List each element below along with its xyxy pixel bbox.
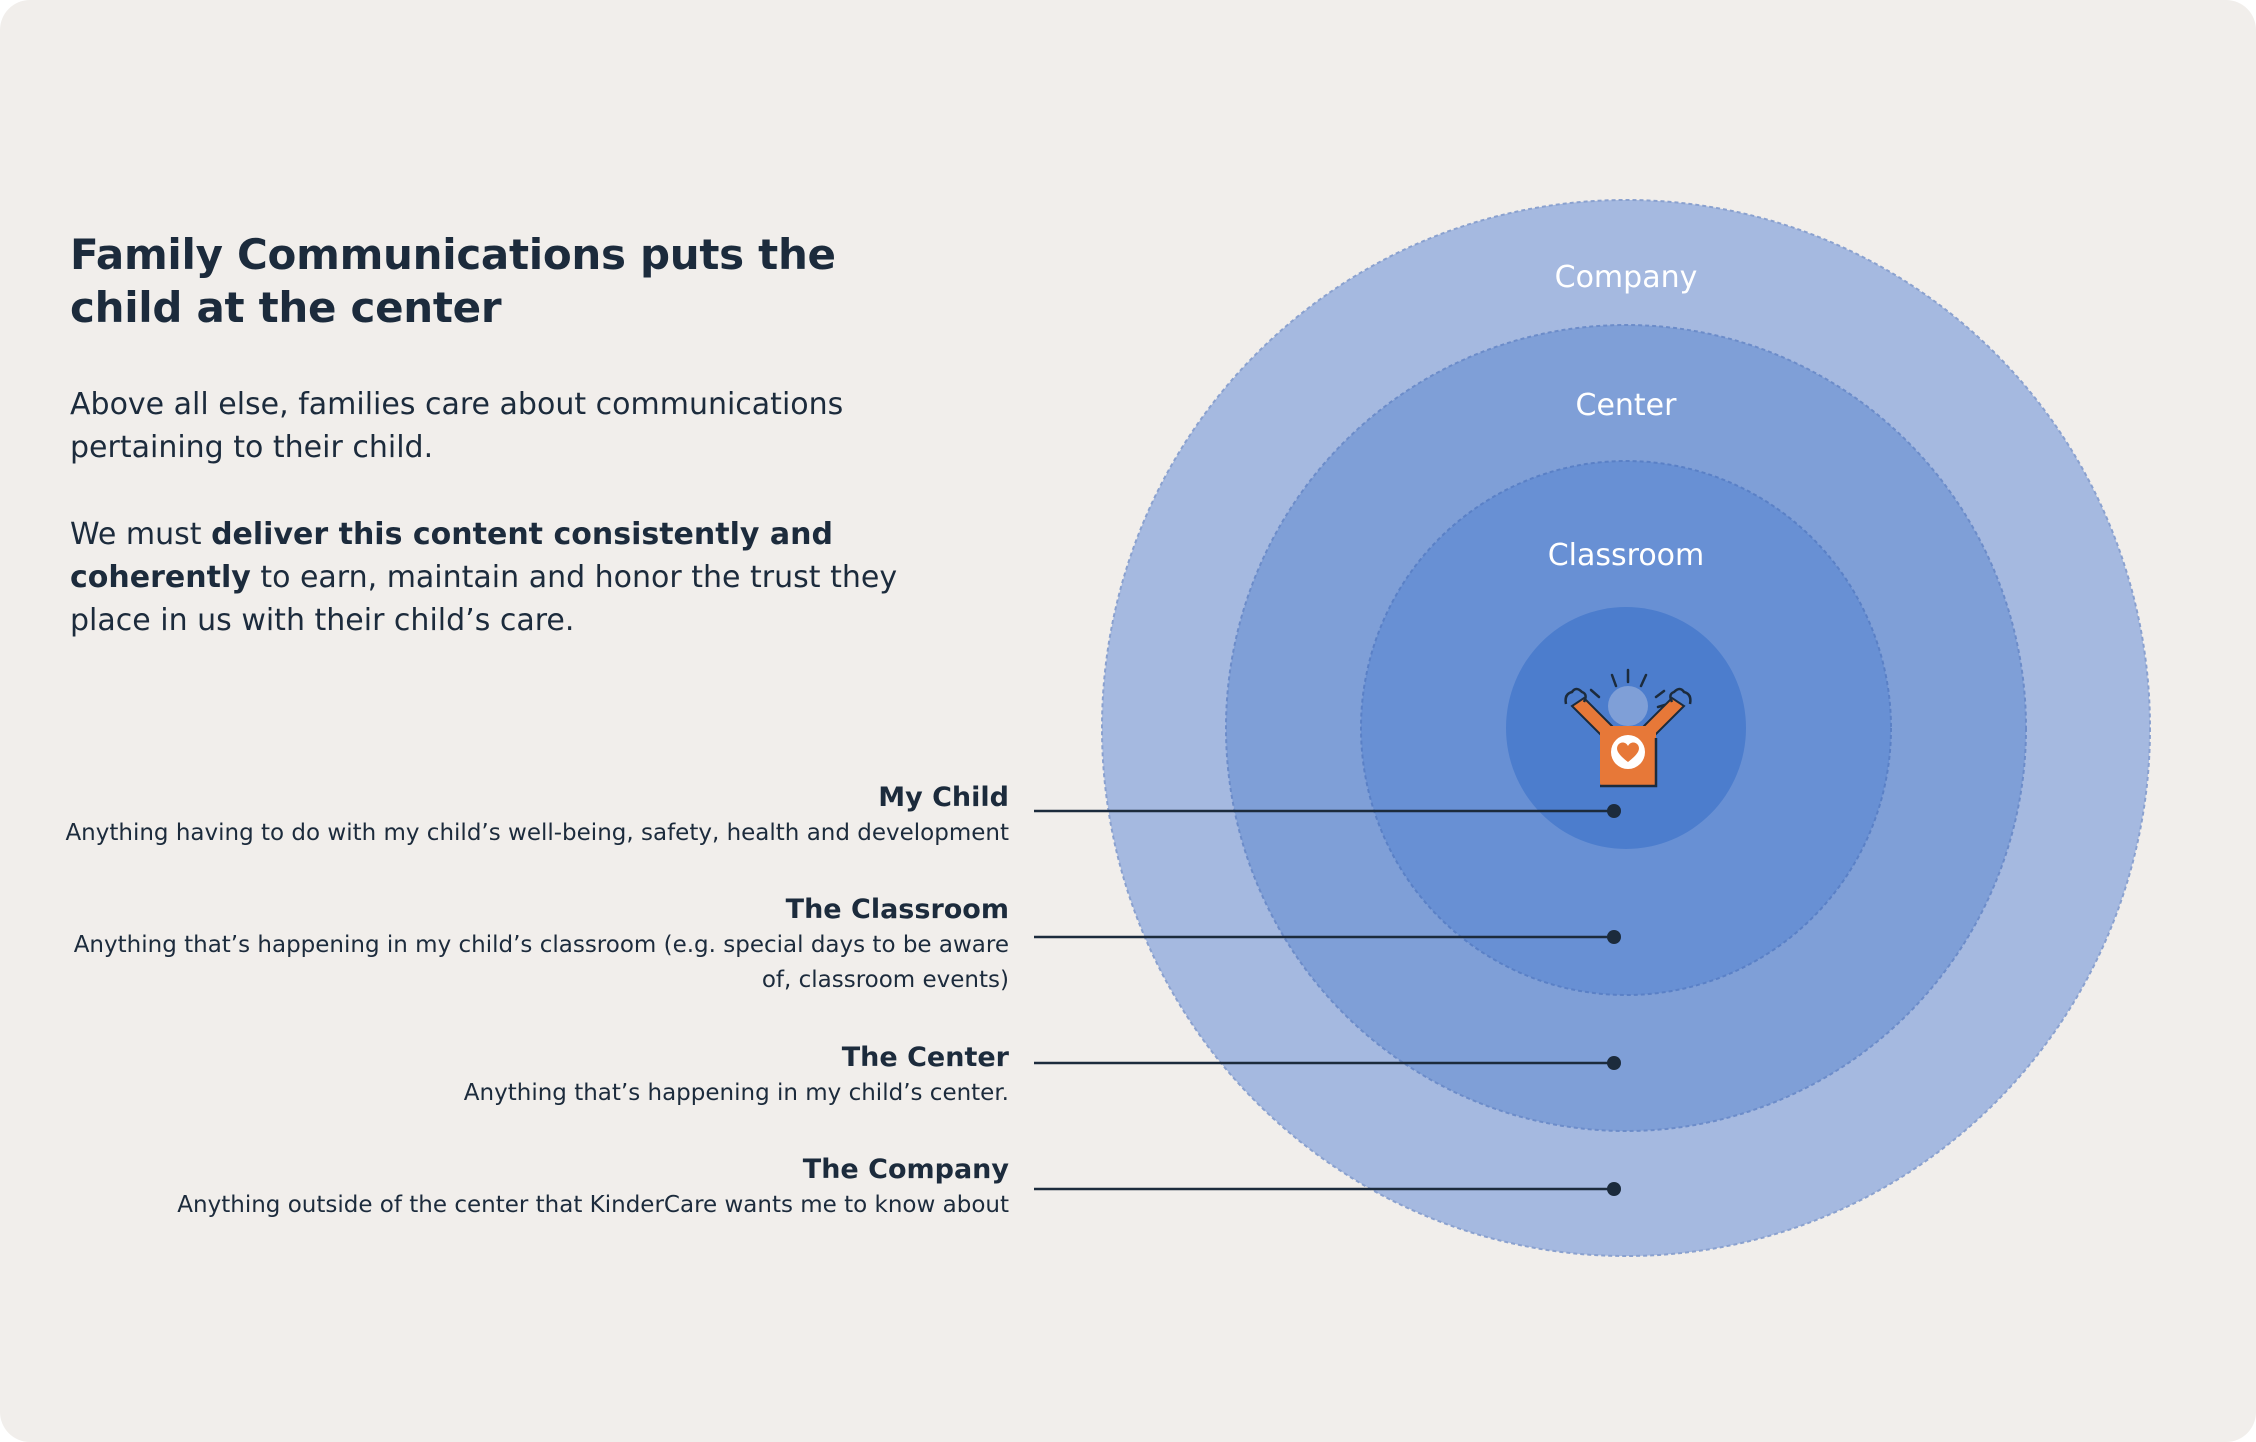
- mission-paragraph: We must deliver this content consistentl…: [70, 513, 940, 642]
- mission-prefix: We must: [70, 517, 212, 552]
- leader-line-my-child: [1034, 804, 1621, 818]
- mission-suffix-2: place in us with their child’s care.: [70, 603, 575, 638]
- legend-description: Anything that’s happening in my child’s …: [463, 1080, 1009, 1106]
- legend-title: The Center: [841, 1042, 1009, 1073]
- legend-title: The Classroom: [785, 894, 1009, 925]
- legend-description-line-1: Anything that’s happening in my child’s …: [73, 932, 1009, 958]
- child-with-heart-shirt-icon: [1564, 668, 1692, 788]
- intro-line-2: pertaining to their child.: [70, 430, 434, 465]
- mission-bold-2: coherently: [70, 560, 251, 595]
- intro-line-1: Above all else, families care about comm…: [70, 387, 844, 422]
- headline: Family Communications puts the child at …: [70, 228, 930, 334]
- mission-suffix-1: to earn, maintain and honor the trust th…: [250, 560, 898, 595]
- mission-bold-1: deliver this content consistently and: [211, 517, 833, 552]
- legend-description: Anything having to do with my child’s we…: [65, 820, 1009, 846]
- legend-the-company: The Company Anything outside of the cent…: [49, 1152, 1009, 1223]
- ring-label-classroom: Classroom: [1548, 538, 1705, 573]
- headline-line-2: child at the center: [70, 283, 502, 332]
- legend-the-center: The Center Anything that’s happening in …: [49, 1040, 1009, 1111]
- headline-line-1: Family Communications puts the: [70, 230, 836, 279]
- leader-line-classroom: [1034, 930, 1621, 944]
- leader-line-company: [1034, 1182, 1621, 1196]
- leader-line-center: [1034, 1056, 1621, 1070]
- ring-label-company: Company: [1555, 260, 1698, 295]
- legend-title: The Company: [802, 1154, 1009, 1185]
- legend-description: Anything outside of the center that Kind…: [177, 1192, 1009, 1218]
- legend-my-child: My Child Anything having to do with my c…: [49, 780, 1009, 851]
- legend-the-classroom: The Classroom Anything that’s happening …: [49, 892, 1009, 998]
- legend-description-line-2: of, classroom events): [761, 967, 1009, 993]
- legend-description: Anything that’s happening in my child’s …: [49, 928, 1009, 998]
- intro-paragraph: Above all else, families care about comm…: [70, 383, 940, 469]
- ring-label-center: Center: [1576, 388, 1678, 423]
- legend-title: My Child: [878, 782, 1009, 813]
